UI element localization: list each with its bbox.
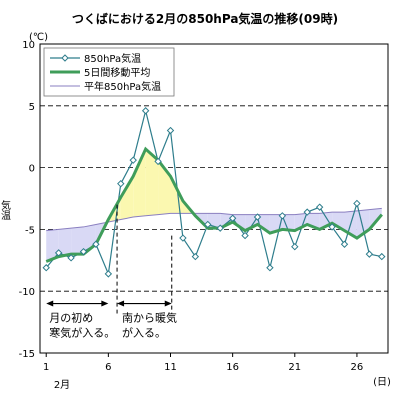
legend-moving-average-label: 5日間移動平均	[84, 66, 150, 79]
observed-point	[340, 240, 349, 248]
cold-anomaly-fill	[220, 213, 233, 229]
cold-anomaly-fill	[245, 214, 258, 231]
warm-anomaly-fill	[133, 149, 146, 218]
x-tick-label: 6	[105, 362, 111, 373]
legend-observed-marker	[61, 54, 69, 62]
annotation-arrowhead	[164, 300, 172, 307]
observed-point	[54, 249, 63, 257]
cold-anomaly-fill	[71, 226, 84, 255]
observed-point	[42, 264, 50, 272]
cold-anomaly-fill	[282, 214, 295, 231]
observed-point	[315, 203, 324, 211]
normal-temperature-line	[46, 207, 382, 232]
x-tick-label: 26	[351, 362, 364, 373]
annotation-text-bg	[48, 325, 117, 340]
observed-point	[353, 199, 361, 208]
observed-point	[291, 242, 299, 251]
cold-anomaly-fill	[319, 212, 333, 230]
warm-anomaly-fill	[120, 176, 134, 220]
annotation-text: 南から暖気	[122, 311, 177, 325]
moving-average-line	[45, 146, 383, 263]
y-tick-label: -5	[25, 225, 35, 236]
observed-point	[328, 223, 336, 231]
cold-anomaly-fill	[332, 212, 345, 231]
observed-point	[179, 234, 187, 242]
y-tick-label: -10	[19, 287, 35, 298]
legend-normal-label: 平年850hPa気温	[84, 80, 161, 93]
x-tick-label: 16	[226, 362, 239, 373]
observed-point	[365, 250, 374, 258]
observed-point	[154, 157, 162, 166]
x-tick-label: 11	[164, 362, 177, 373]
y-tick-label: 0	[29, 164, 35, 175]
annotation-arrowhead	[101, 300, 109, 307]
annotation-text: 寒気が入る。	[49, 326, 115, 340]
x-tick-label: 21	[288, 362, 301, 373]
observed-point	[266, 264, 274, 272]
observed-point	[117, 179, 125, 188]
x-unit: (日)	[373, 377, 391, 388]
observed-point	[104, 270, 113, 278]
markers	[42, 107, 386, 278]
observed-point	[166, 126, 175, 135]
annotation-text-bg	[48, 310, 95, 325]
observed-point	[67, 254, 75, 262]
annotation-text: 月の初め	[49, 311, 93, 325]
observed-point	[241, 231, 249, 240]
observed-point	[191, 252, 200, 261]
observed-point	[378, 252, 386, 261]
y-tick-label: 10	[22, 40, 35, 51]
observed-point	[79, 247, 88, 256]
observed-point	[253, 213, 262, 221]
cold-anomaly-fill	[46, 229, 59, 262]
observed-point	[141, 107, 150, 115]
observed-point	[216, 224, 224, 232]
cold-anomaly-fill	[257, 214, 270, 234]
y-tick-label: -15	[19, 349, 35, 360]
legend-observed-label: 850hPa気温	[84, 52, 141, 65]
y-unit: (℃)	[29, 32, 48, 43]
chart-title: つくばにおける2月の850hPa気温の推移(09時)	[72, 11, 338, 26]
observed-point	[129, 156, 137, 164]
observed-temperature-line	[45, 110, 382, 277]
annotation-arrowhead	[117, 300, 125, 307]
x-month: 2月	[54, 379, 70, 391]
cold-anomaly-fill	[294, 213, 308, 231]
series-lines	[45, 110, 383, 277]
annotation-arrowhead	[46, 300, 54, 307]
y-axis: 10 5 0 -5 -10 -15	[19, 40, 35, 360]
y-tick-label: 5	[29, 102, 35, 113]
observed-point	[303, 208, 311, 216]
y-axis-label: 気温	[0, 199, 11, 220]
cold-anomaly-fill	[58, 228, 72, 257]
annotation-text: が入る。	[122, 326, 166, 340]
observed-point	[278, 212, 287, 220]
observed-point	[204, 220, 212, 229]
x-tick-label: 1	[43, 362, 49, 373]
x-axis: 1 6 11 16 21 26	[43, 353, 363, 373]
observed-point	[92, 240, 100, 248]
warm-anomaly-fill	[145, 149, 159, 216]
observed-point	[228, 214, 237, 222]
